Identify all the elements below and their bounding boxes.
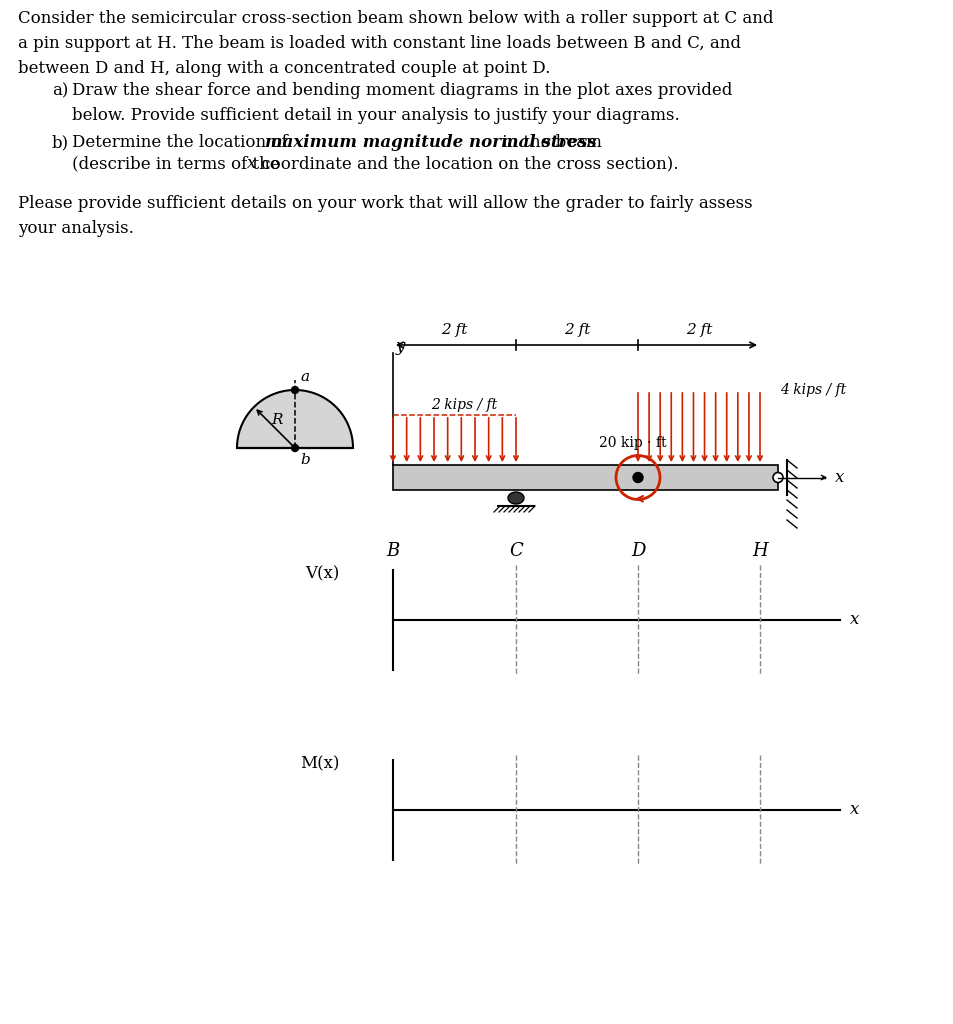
Text: M(x): M(x) [300, 755, 339, 772]
Text: Please provide sufficient details on your work that will allow the grader to fai: Please provide sufficient details on you… [18, 195, 752, 237]
Text: Determine the location of: Determine the location of [71, 134, 293, 151]
Circle shape [292, 386, 298, 393]
Text: x: x [247, 155, 256, 172]
Circle shape [633, 472, 642, 482]
Text: B: B [386, 542, 399, 560]
Text: 4 kips / ft: 4 kips / ft [780, 383, 845, 397]
Text: y: y [395, 338, 405, 355]
Circle shape [292, 444, 298, 452]
Ellipse shape [507, 492, 523, 504]
Text: in the beam: in the beam [497, 134, 601, 151]
Text: C: C [509, 542, 522, 560]
Text: 2 ft: 2 ft [685, 323, 712, 337]
Text: b: b [299, 453, 310, 467]
Text: 2 ft: 2 ft [441, 323, 467, 337]
Text: coordinate and the location on the cross section).: coordinate and the location on the cross… [255, 155, 678, 172]
Text: 2 kips / ft: 2 kips / ft [431, 398, 497, 412]
Text: maximum magnitude normal stress: maximum magnitude normal stress [265, 134, 596, 151]
Text: Draw the shear force and bending moment diagrams in the plot axes provided
below: Draw the shear force and bending moment … [71, 82, 732, 124]
Text: H: H [751, 542, 767, 560]
Text: 20 kip · ft: 20 kip · ft [598, 436, 666, 450]
Text: (describe in terms of the: (describe in terms of the [71, 155, 285, 172]
Text: x: x [849, 802, 859, 818]
Text: x: x [834, 469, 843, 486]
Text: a: a [299, 370, 309, 384]
Text: x: x [849, 611, 859, 629]
Text: D: D [630, 542, 644, 560]
Circle shape [772, 472, 782, 482]
Text: R: R [271, 413, 282, 427]
Text: V(x): V(x) [305, 565, 339, 582]
Text: Consider the semicircular cross-section beam shown below with a roller support a: Consider the semicircular cross-section … [18, 10, 773, 77]
Polygon shape [393, 465, 778, 490]
Text: b): b) [52, 134, 69, 151]
Text: a): a) [52, 82, 69, 99]
Text: 2 ft: 2 ft [563, 323, 590, 337]
Polygon shape [236, 390, 353, 449]
